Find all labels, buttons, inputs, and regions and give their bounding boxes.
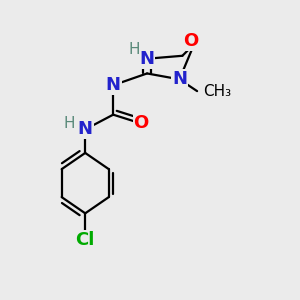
Text: O: O xyxy=(184,32,199,50)
Text: N: N xyxy=(106,76,121,94)
Text: H: H xyxy=(63,116,75,131)
Text: CH₃: CH₃ xyxy=(203,84,231,99)
Text: N: N xyxy=(172,70,187,88)
Text: H: H xyxy=(128,42,140,57)
Text: N: N xyxy=(78,120,93,138)
Text: N: N xyxy=(140,50,154,68)
Text: O: O xyxy=(134,115,149,133)
Text: Cl: Cl xyxy=(76,231,95,249)
